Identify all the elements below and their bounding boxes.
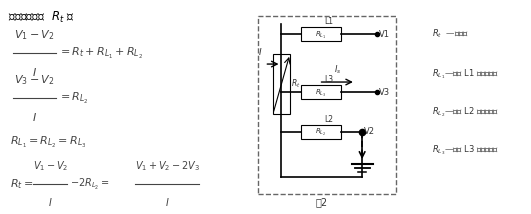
- Text: $=R_t+R_{L_1}+R_{L_2}$: $=R_t+R_{L_1}+R_{L_2}$: [58, 45, 143, 61]
- Text: $R_{L_1}$—导线 L1 的等效电阻: $R_{L_1}$—导线 L1 的等效电阻: [432, 67, 500, 81]
- Text: $I_s$: $I_s$: [334, 64, 341, 76]
- Bar: [273, 54, 290, 114]
- Text: V3: V3: [379, 88, 390, 97]
- Text: L1: L1: [325, 17, 333, 26]
- Text: $-2R_{L_2}=$: $-2R_{L_2}=$: [70, 177, 109, 192]
- Text: $V_1-V_2$: $V_1-V_2$: [33, 159, 68, 173]
- Text: V2: V2: [364, 128, 375, 137]
- Text: $R_t$  —热电阻: $R_t$ —热电阻: [432, 28, 469, 40]
- Text: $V_1+V_2-2V_3$: $V_1+V_2-2V_3$: [135, 159, 200, 173]
- Text: V1: V1: [379, 30, 390, 39]
- Text: $V_3-V_2$: $V_3-V_2$: [14, 73, 55, 87]
- Text: L2: L2: [325, 115, 333, 124]
- Bar: [301, 85, 341, 99]
- Text: $R_{L_1}$: $R_{L_1}$: [315, 30, 327, 41]
- Text: $V_1-V_2$: $V_1-V_2$: [14, 28, 55, 42]
- Text: $R_{L_2}$—导线 L2 的等效电阻: $R_{L_2}$—导线 L2 的等效电阻: [432, 105, 500, 119]
- Text: $=R_{L_2}$: $=R_{L_2}$: [58, 91, 89, 106]
- Text: $R_t=$: $R_t=$: [10, 177, 33, 191]
- Text: $I$: $I$: [258, 46, 262, 57]
- Text: $I$: $I$: [32, 66, 37, 78]
- Text: $I$: $I$: [165, 196, 169, 208]
- Text: $I$: $I$: [32, 111, 37, 123]
- Text: $I$: $I$: [48, 196, 53, 208]
- Bar: [301, 27, 341, 41]
- Text: $R_{L_3}$: $R_{L_3}$: [315, 88, 327, 98]
- Bar: [301, 125, 341, 139]
- Text: $R_t$: $R_t$: [291, 78, 301, 90]
- Text: $R_{L_1}=R_{L_2}=R_{L_3}$: $R_{L_1}=R_{L_2}=R_{L_3}$: [10, 134, 86, 150]
- Text: $R_{L_3}$—导线 L3 的等效电阻: $R_{L_3}$—导线 L3 的等效电阻: [432, 143, 500, 157]
- Text: 热电阻的阻值  $R_t$ ：: 热电阻的阻值 $R_t$ ：: [8, 10, 74, 25]
- Text: L3: L3: [324, 75, 334, 84]
- Text: 图2: 图2: [316, 197, 328, 207]
- Text: $R_{L_2}$: $R_{L_2}$: [315, 128, 327, 138]
